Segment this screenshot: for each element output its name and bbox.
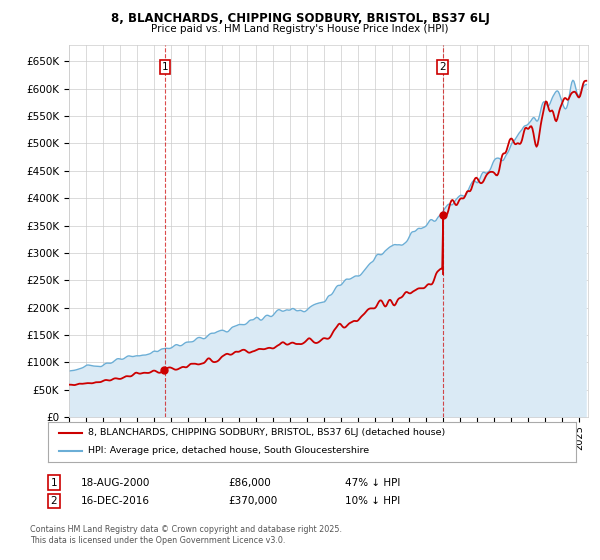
Text: 1: 1 [50,478,58,488]
Text: £86,000: £86,000 [228,478,271,488]
Text: 47% ↓ HPI: 47% ↓ HPI [345,478,400,488]
Text: Price paid vs. HM Land Registry's House Price Index (HPI): Price paid vs. HM Land Registry's House … [151,24,449,34]
Text: 2: 2 [50,496,58,506]
Text: £370,000: £370,000 [228,496,277,506]
Text: 8, BLANCHARDS, CHIPPING SODBURY, BRISTOL, BS37 6LJ: 8, BLANCHARDS, CHIPPING SODBURY, BRISTOL… [110,12,490,25]
Text: 2: 2 [439,62,446,72]
Text: 10% ↓ HPI: 10% ↓ HPI [345,496,400,506]
Text: HPI: Average price, detached house, South Gloucestershire: HPI: Average price, detached house, Sout… [88,446,369,455]
Text: 1: 1 [161,62,168,72]
Text: 8, BLANCHARDS, CHIPPING SODBURY, BRISTOL, BS37 6LJ (detached house): 8, BLANCHARDS, CHIPPING SODBURY, BRISTOL… [88,428,445,437]
Text: 18-AUG-2000: 18-AUG-2000 [81,478,151,488]
Text: Contains HM Land Registry data © Crown copyright and database right 2025.
This d: Contains HM Land Registry data © Crown c… [30,525,342,545]
Text: 16-DEC-2016: 16-DEC-2016 [81,496,150,506]
